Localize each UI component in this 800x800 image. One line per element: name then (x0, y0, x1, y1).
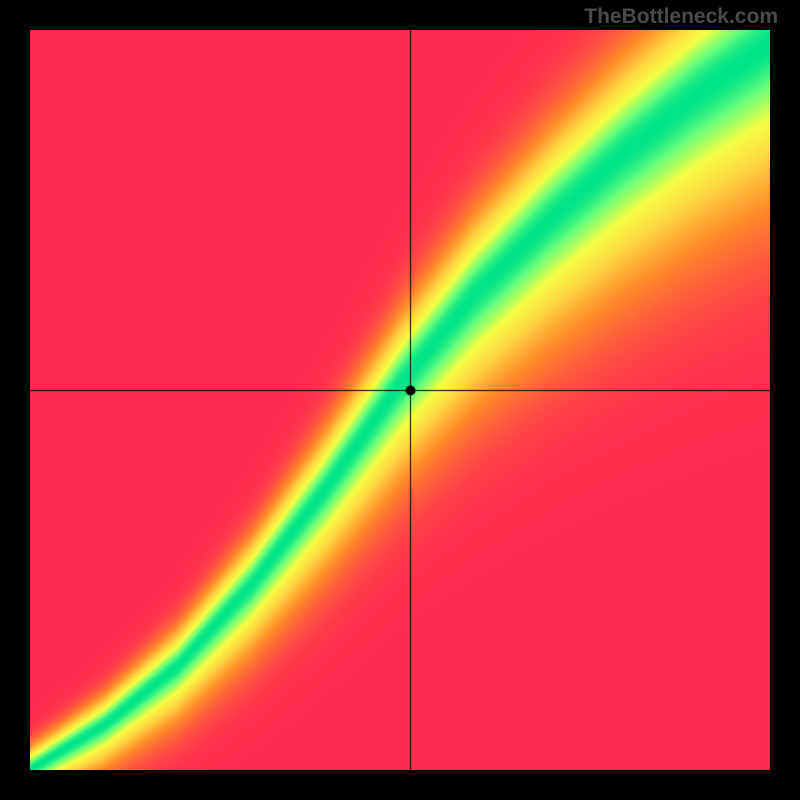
attribution-label: TheBottleneck.com (584, 5, 778, 29)
chart-container: TheBottleneck.com (0, 0, 800, 800)
plot-area (30, 30, 770, 770)
bottleneck-heatmap (30, 30, 770, 770)
